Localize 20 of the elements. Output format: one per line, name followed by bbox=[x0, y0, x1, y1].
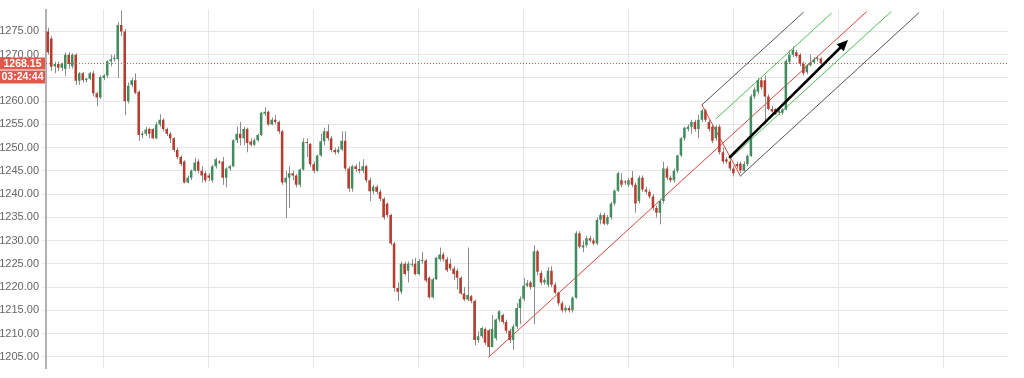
y-tick-label: 1220.00 bbox=[0, 280, 39, 293]
y-tick-label: 1230.00 bbox=[0, 233, 39, 246]
candlestick bbox=[284, 170, 287, 219]
y-tick-label: 1260.00 bbox=[0, 94, 39, 107]
y-tick-label: 1225.00 bbox=[0, 256, 39, 269]
y-tick-label: 1245.00 bbox=[0, 163, 39, 176]
candlestick bbox=[550, 265, 553, 288]
y-tick-label: 1255.00 bbox=[0, 117, 39, 130]
y-tick-label: 1240.00 bbox=[0, 187, 39, 200]
candlestick bbox=[242, 126, 245, 146]
text: 03:24:44 bbox=[1, 70, 44, 83]
y-tick-label: 1235.00 bbox=[0, 210, 39, 223]
y-tick-label: 1205.00 bbox=[0, 349, 39, 362]
candlestick bbox=[536, 249, 539, 276]
y-tick-label: 1215.00 bbox=[0, 303, 39, 316]
y-tick-label: 1250.00 bbox=[0, 140, 39, 153]
candlestick bbox=[340, 130, 343, 152]
y-tick-label: 1275.00 bbox=[0, 24, 39, 37]
y-tick-label: 1210.00 bbox=[0, 326, 39, 339]
candlestick bbox=[711, 123, 714, 144]
